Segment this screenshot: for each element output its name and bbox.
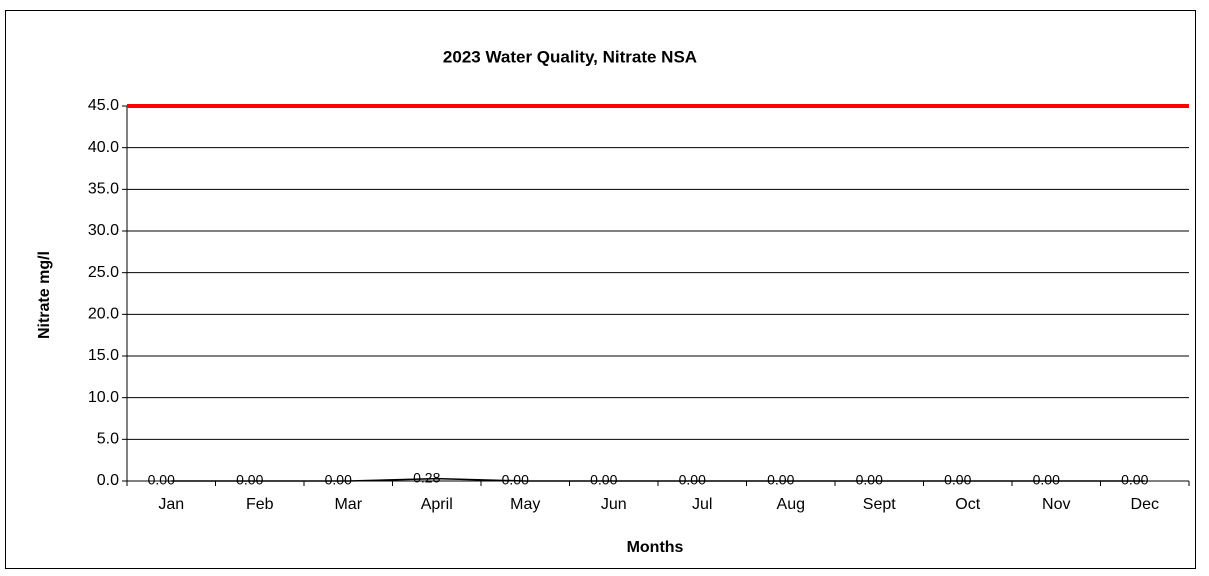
y-tick-label: 5.0 [97, 431, 119, 448]
y-tick-label: 10.0 [88, 389, 119, 406]
x-tick-label: Jan [158, 496, 184, 513]
x-tick-label: Mar [334, 496, 362, 513]
x-tick-label: Jul [692, 496, 712, 513]
x-tick-label: April [421, 496, 453, 513]
series-line [171, 477, 1145, 482]
y-tick-label: 40.0 [88, 139, 119, 156]
data-label: 0.00 [502, 472, 529, 488]
y-tick-label: 20.0 [88, 306, 119, 323]
data-label: 0.00 [1033, 472, 1060, 488]
data-label: 0.00 [944, 472, 971, 488]
chart-title: 2023 Water Quality, Nitrate NSA [443, 47, 697, 66]
data-label: 0.00 [236, 472, 263, 488]
data-label: 0.00 [1121, 472, 1148, 488]
x-tick-label: Aug [777, 496, 805, 513]
chart-border [5, 10, 1196, 569]
x-tick-label: Oct [955, 496, 980, 513]
x-tick-label: Dec [1131, 496, 1159, 513]
y-axis-label: Nitrate mg/l [36, 251, 53, 339]
y-tick-label: 0.0 [97, 472, 119, 489]
x-tick-label: Nov [1042, 496, 1070, 513]
data-label: 0.00 [590, 472, 617, 488]
x-tick-label: May [510, 496, 540, 513]
data-label: 0.00 [767, 472, 794, 488]
data-label: 0.00 [679, 472, 706, 488]
y-tick-label: 15.0 [88, 347, 119, 364]
y-tick-label: 35.0 [88, 181, 119, 198]
x-tick-label: Feb [246, 496, 274, 513]
data-label: 0.00 [856, 472, 883, 488]
x-axis-label: Months [627, 539, 684, 556]
y-tick-label: 30.0 [88, 222, 119, 239]
x-tick-label: Sept [863, 496, 896, 513]
y-tick-label: 45.0 [88, 97, 119, 114]
data-label: 0.00 [325, 472, 352, 488]
y-tick-label: 25.0 [88, 264, 119, 281]
data-label: 0.28 [413, 469, 440, 485]
data-label: 0.00 [148, 472, 175, 488]
x-tick-label: Jun [601, 496, 627, 513]
